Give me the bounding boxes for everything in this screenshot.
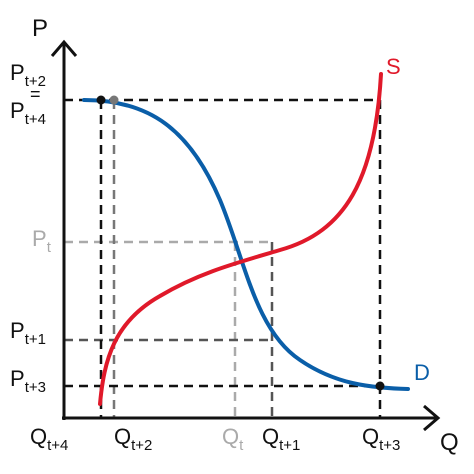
supply-label: S	[386, 54, 401, 79]
quantity-label-qt4: Qt+4	[30, 424, 68, 454]
quantity-label-qt3: Qt+3	[362, 424, 400, 454]
price-label-equals: =	[30, 84, 41, 104]
demand-label: D	[414, 360, 430, 385]
price-label-pt1: Pt+1	[10, 318, 46, 348]
point-qt2-pt2	[109, 95, 119, 105]
x-axis-label: Q	[440, 429, 459, 456]
y-axis-label: P	[32, 15, 48, 42]
axes	[50, 39, 441, 432]
x-axis-arrow-icon	[423, 404, 441, 432]
supply-curve	[98, 72, 383, 406]
quantity-label-qt: Qt	[222, 424, 244, 454]
quantity-label-qt1: Qt+1	[262, 424, 300, 454]
price-label-pt3: Pt+3	[10, 366, 46, 396]
guide-lines	[64, 98, 382, 418]
price-label-pt: Pt	[32, 226, 52, 256]
price-label-pt4: Pt+4	[10, 98, 46, 128]
quantity-label-qt2: Qt+2	[114, 424, 152, 454]
y-axis-arrow-icon	[50, 39, 78, 57]
point-qt4-pt4	[96, 95, 106, 105]
price-label-pt2: Pt+2	[10, 60, 46, 90]
point-qt3-pt3	[375, 381, 385, 391]
demand-curve	[82, 98, 410, 391]
